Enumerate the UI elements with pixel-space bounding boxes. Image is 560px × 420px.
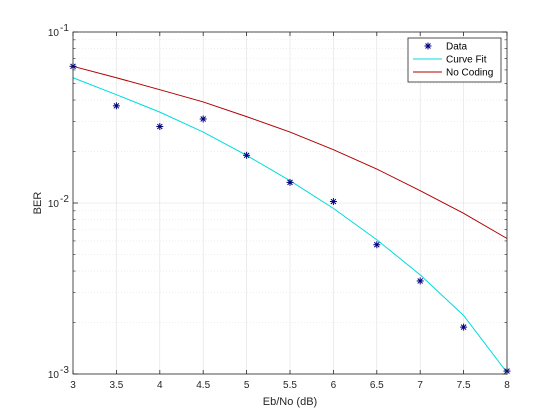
data-point [373,241,381,249]
y-tick-label: 10 [48,370,60,381]
x-tick-label: 3 [70,380,76,391]
data-point [243,151,251,159]
x-tick-label: 4 [157,380,163,391]
data-point [112,102,120,110]
asterisk-stroke [460,324,467,330]
legend: Data Curve Fit No Coding [407,37,502,83]
x-axis-label: Eb/No (dB) [263,396,317,408]
y-tick-base: 10 [48,199,60,210]
asterisk-stroke [200,116,207,122]
legend-label: Curve Fit [446,55,487,66]
x-tick-label: 3.5 [109,380,123,391]
y-tick-exponent: -1 [60,23,69,34]
legend-entry: Curve Fit [413,55,487,66]
x-tick-label: 6.5 [370,380,384,391]
data-point [286,178,294,186]
legend-label: No Coding [446,68,493,79]
x-tick-label: 7 [417,380,423,391]
y-tick-base: 10 [48,370,60,381]
x-tick-label: 7.5 [457,380,471,391]
asterisk-stroke [156,123,163,130]
asterisk-stroke [425,43,431,49]
y-tick-exponent: -2 [60,194,69,205]
x-tick-label: 4.5 [196,380,210,391]
series-line-no-coding [72,65,508,239]
x-tick-label: 8 [504,380,510,391]
legend-entry: No Coding [413,68,493,79]
y-tick-base: 10 [48,28,60,39]
legend-box [407,37,502,83]
x-tick-label: 6 [331,380,337,391]
asterisk-stroke [373,241,380,248]
y-tick-exponent: -3 [60,365,69,376]
asterisk-stroke [330,198,337,205]
asterisk-stroke [287,179,293,186]
ticks: 3 3.5 4 4.5 5 5.5 6 6.5 7 7.5 810-310-210-1 [48,23,510,391]
data-point [424,42,432,50]
asterisk-stroke [417,278,424,284]
y-tick-label: 10 [48,28,60,39]
y-tick-label: 10 [48,199,60,210]
legend-label: Data [446,42,468,53]
data-point [460,323,468,331]
data-point [156,123,164,131]
asterisk-stroke [113,103,120,109]
legend-entry: Data [424,42,468,53]
x-tick-label: 5 [244,380,250,391]
data-point [416,277,424,285]
x-tick-label: 5.5 [283,380,297,391]
data-point [329,198,337,206]
asterisk-stroke [243,152,250,159]
data-point [199,115,207,123]
y-axis-label: BER [32,192,44,215]
